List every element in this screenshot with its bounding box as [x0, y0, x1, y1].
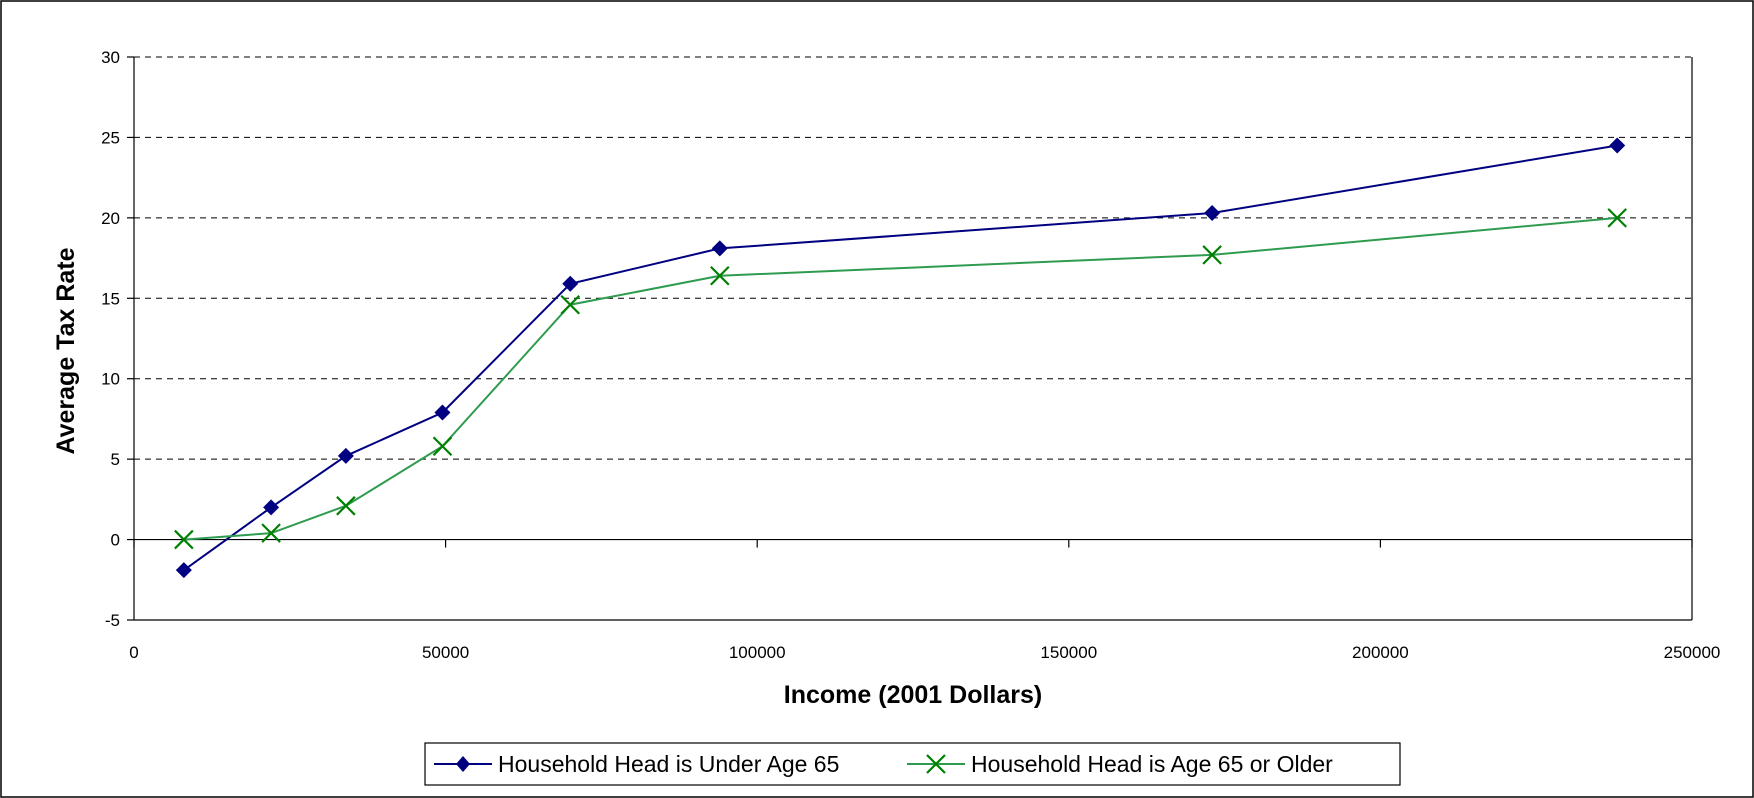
gridlines — [134, 56, 1692, 460]
y-tick-label: 20 — [101, 209, 120, 228]
data-point-marker — [175, 562, 192, 579]
data-point-marker — [1607, 208, 1627, 228]
x-marker-icon — [926, 754, 946, 774]
x-tick-label: 200000 — [1352, 643, 1409, 662]
series-line-1 — [183, 216, 1618, 541]
data-point-marker — [562, 275, 579, 292]
axes: -5 0 5 10 15 20 25 30 0 50000 100000 150000 200000 25… — [101, 48, 1720, 662]
legend: Household Head is Under Age 65 Household… — [424, 742, 1401, 786]
series-0 — [175, 137, 1626, 579]
y-axis-title: Average Tax Rate — [52, 247, 80, 454]
series-lines — [174, 137, 1627, 579]
legend-label-65-or-older: Household Head is Age 65 or Older — [971, 751, 1333, 777]
y-tick-label: 5 — [111, 450, 120, 469]
data-point-marker — [1202, 245, 1222, 265]
series-1 — [174, 208, 1627, 550]
data-point-marker — [434, 404, 451, 421]
y-tick-label: 0 — [111, 531, 120, 550]
y-tick-label: 30 — [101, 48, 120, 67]
legend-item-65-or-older: Household Head is Age 65 or Older — [907, 751, 1333, 777]
diamond-marker-icon — [456, 756, 470, 772]
x-tick-label: 100000 — [729, 643, 786, 662]
data-point-marker — [432, 436, 453, 457]
x-tick-label: 50000 — [422, 643, 469, 662]
y-tick-label: 25 — [101, 128, 120, 147]
data-point-marker — [261, 523, 281, 543]
x-tick-label: 150000 — [1040, 643, 1097, 662]
y-tick-label: 15 — [101, 289, 120, 308]
data-point-marker — [263, 499, 280, 516]
y-tick-label: 10 — [101, 370, 120, 389]
data-point-marker — [711, 240, 728, 257]
y-tick-label: -5 — [105, 611, 120, 630]
data-point-marker — [710, 265, 730, 286]
x-axis-title: Income (2001 Dollars) — [784, 681, 1042, 709]
x-tick-label: 250000 — [1664, 643, 1721, 662]
data-point-marker — [337, 447, 354, 464]
legend-label-under-65: Household Head is Under Age 65 — [498, 751, 839, 777]
legend-item-under-65: Household Head is Under Age 65 — [434, 751, 839, 777]
data-point-marker — [1204, 205, 1221, 222]
data-point-marker — [1609, 137, 1626, 154]
data-point-marker — [336, 496, 356, 516]
series-line-0 — [183, 144, 1618, 571]
x-tick-label: 0 — [129, 643, 138, 662]
data-point-marker — [174, 529, 194, 550]
data-point-marker — [560, 294, 581, 315]
